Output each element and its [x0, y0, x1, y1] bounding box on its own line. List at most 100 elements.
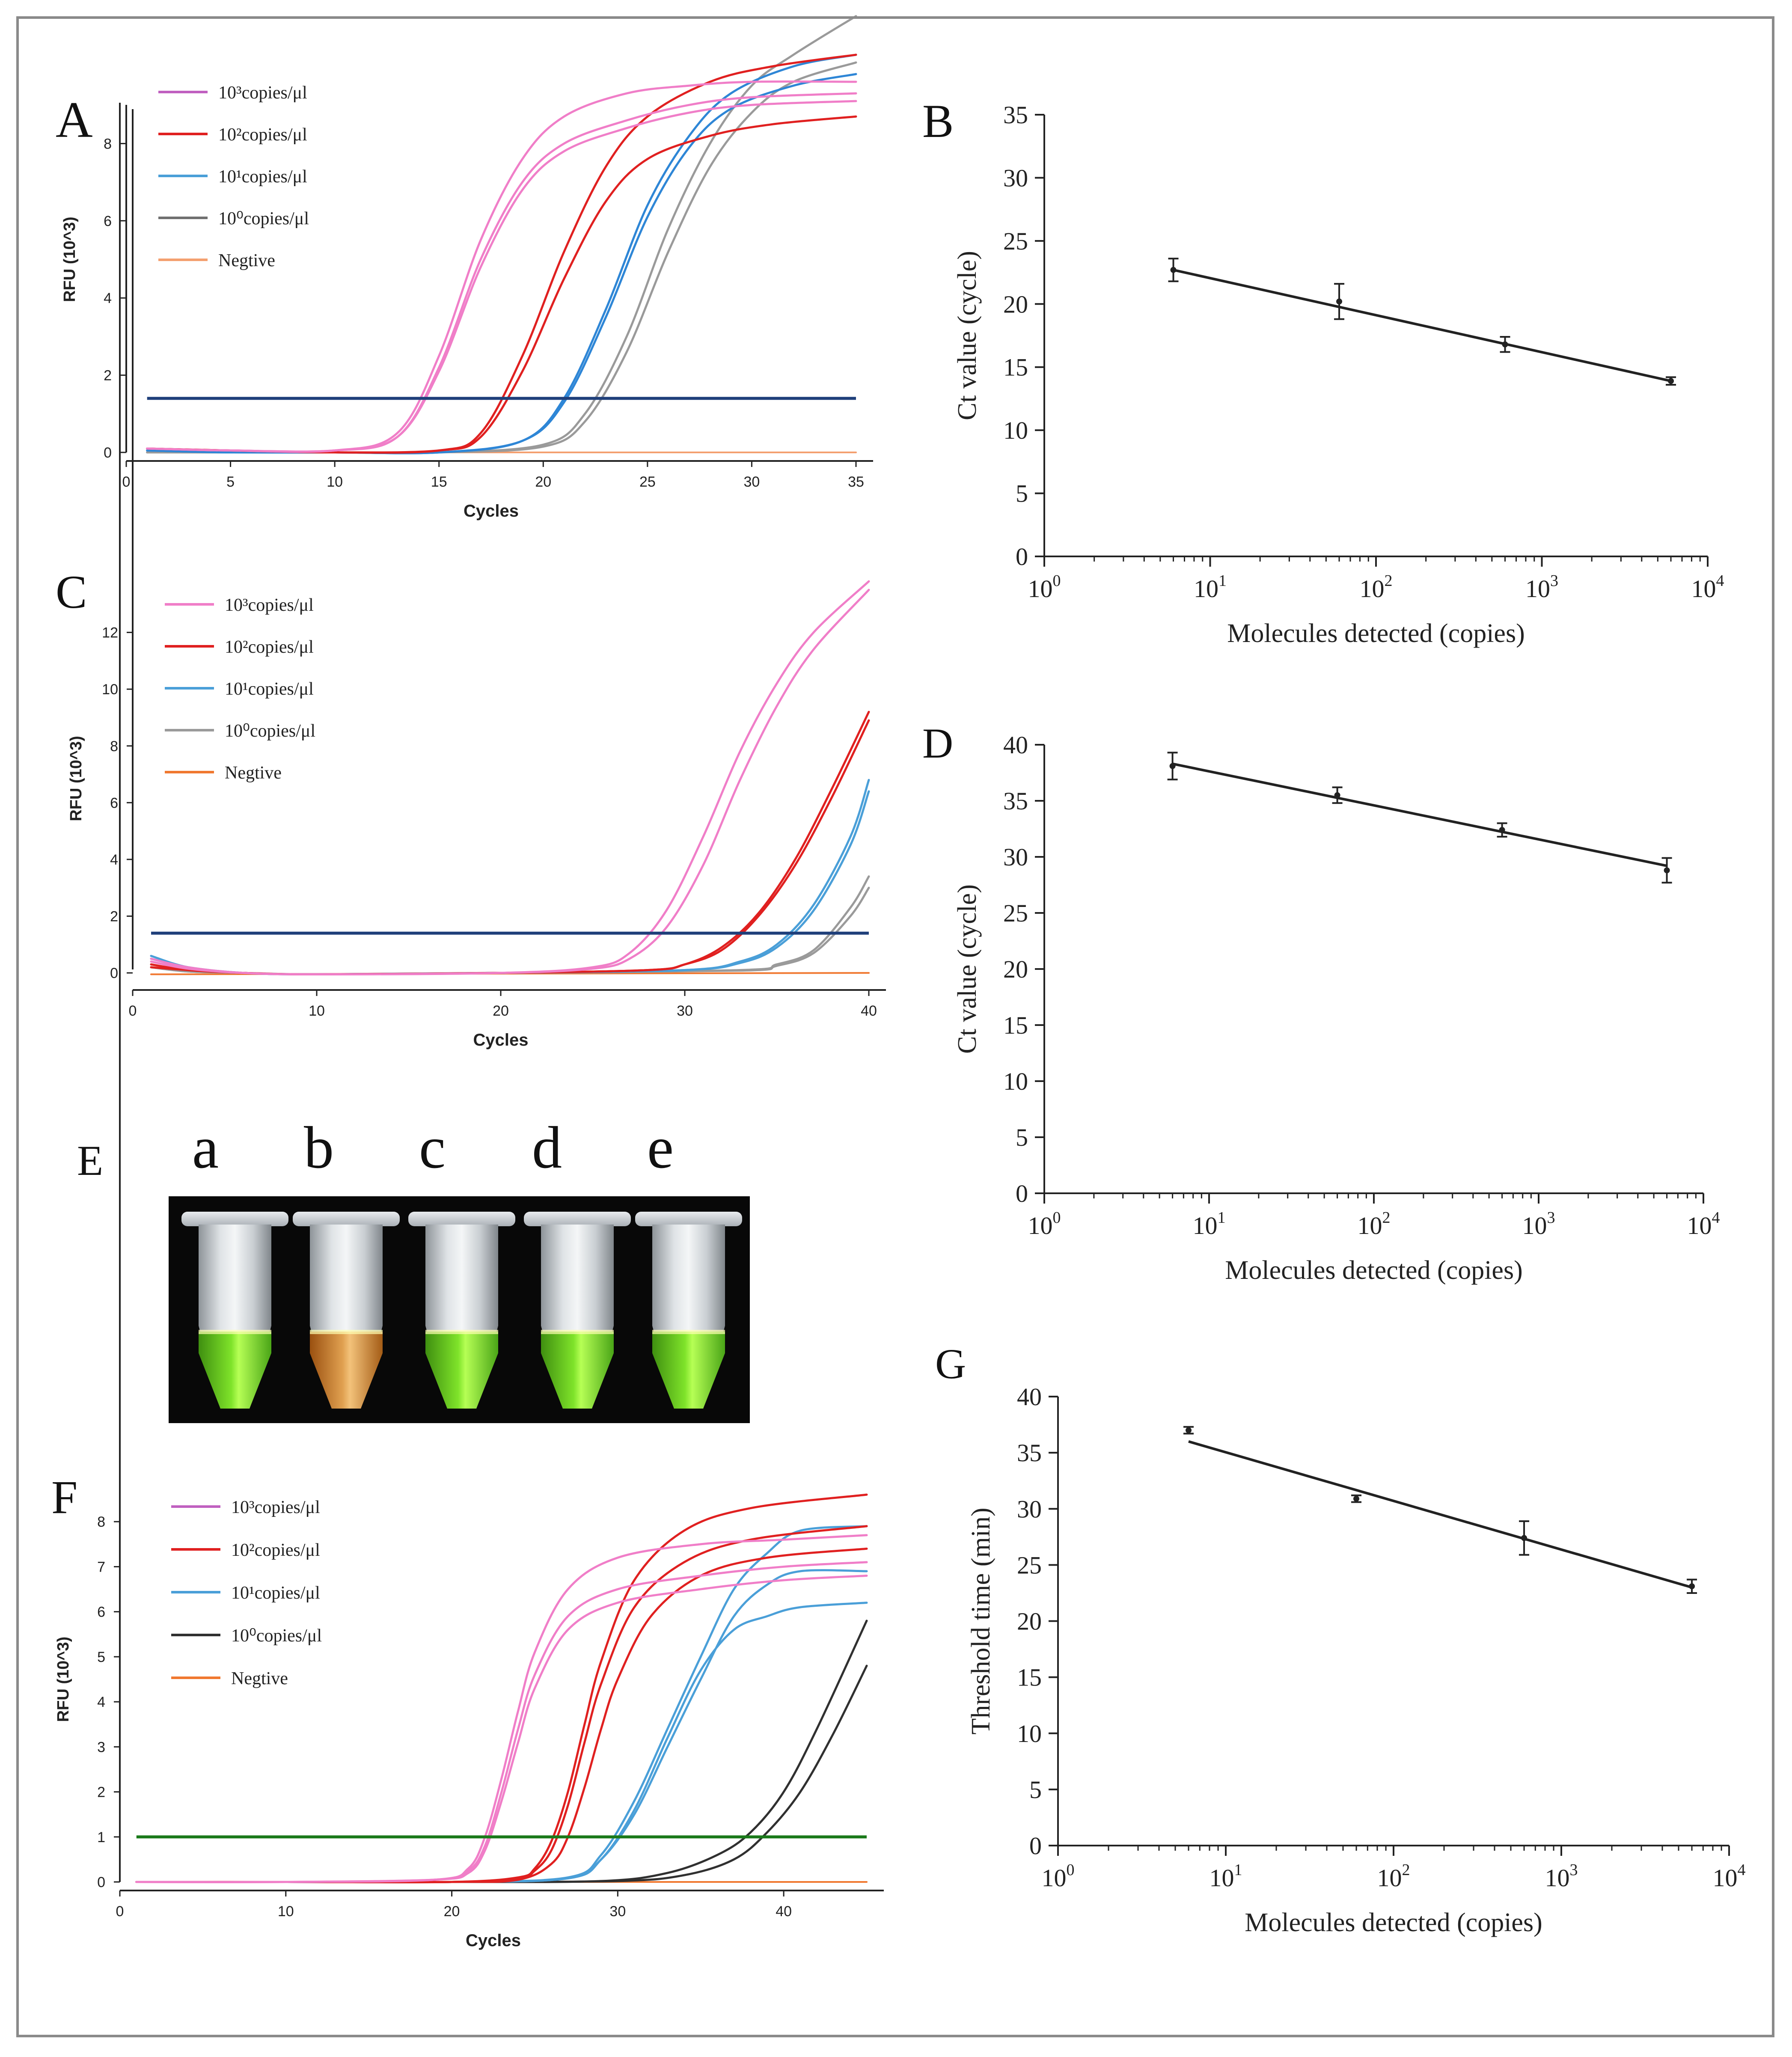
chart-a-xtick-label: 15 [431, 474, 447, 490]
chart-c-ytick-label: 8 [110, 738, 118, 755]
panel-letter-c: C [56, 566, 87, 618]
chart-d-ytick-label: 20 [1003, 955, 1028, 983]
tube-b [293, 1212, 400, 1413]
figure-frame [16, 16, 1774, 2037]
chart-f-xtick-label: 30 [609, 1903, 626, 1920]
chart-d-ytick-label: 0 [1016, 1180, 1028, 1207]
chart-f-xtick-label: 10 [278, 1903, 294, 1920]
chart-f-legend-label: Negtive [231, 1669, 288, 1688]
tube-a-liquid [199, 1332, 271, 1409]
chart-c-xtick-label: 20 [493, 1003, 509, 1019]
tube-label-b: b [304, 1115, 334, 1181]
chart-d-point [1664, 867, 1670, 874]
chart-c-xtick-label: 10 [309, 1003, 325, 1019]
tube-label-e: e [647, 1115, 674, 1181]
chart-g-ytick-label: 40 [1017, 1383, 1042, 1411]
chart-c-ytick-label: 0 [110, 965, 118, 981]
tube-label-c: c [419, 1115, 446, 1181]
panel-letter-a: A [56, 91, 93, 148]
chart-g-point [1186, 1427, 1192, 1433]
chart-b-xlabel: Molecules detected (copies) [1227, 619, 1525, 648]
chart-a-ytick-label: 0 [104, 445, 112, 461]
chart-a-legend-label: 10²copies/μl [218, 125, 307, 145]
chart-f-ytick-label: 7 [97, 1559, 105, 1575]
chart-b-ytick-label: 0 [1016, 543, 1028, 571]
chart-f-ytick-label: 1 [97, 1829, 105, 1846]
chart-g-ytick-label: 25 [1017, 1551, 1042, 1579]
chart-a-ytick-label: 8 [104, 136, 112, 152]
chart-f-legend-label: 10⁰copies/μl [231, 1626, 322, 1646]
chart-g-ytick-label: 35 [1017, 1439, 1042, 1467]
chart-d-fit-line [1172, 762, 1667, 867]
chart-a-xlabel: Cycles [464, 502, 519, 520]
chart-b-ytick-label: 25 [1003, 227, 1028, 255]
chart-c-ytick-label: 12 [102, 625, 118, 641]
chart-c-xtick-label: 30 [677, 1003, 693, 1019]
chart-f-ytick-label: 6 [97, 1604, 105, 1620]
panel-letter-e: E [77, 1137, 103, 1184]
chart-f-series-line [135, 1534, 868, 1883]
chart-a-xtick-label: 0 [122, 474, 131, 490]
chart-f-ytick-label: 8 [97, 1514, 105, 1530]
chart-f-legend-label: 10¹copies/μl [231, 1583, 320, 1603]
chart-c-ylabel: RFU (10^3) [67, 736, 85, 821]
chart-a-legend-label: 10¹copies/μl [218, 167, 307, 187]
chart-a-ytick-label: 2 [104, 368, 112, 384]
chart-f-ylabel: RFU (10^3) [54, 1637, 72, 1722]
chart-b-point [1668, 378, 1674, 384]
tube-d [524, 1212, 631, 1413]
chart-f-xtick-label: 20 [444, 1903, 460, 1920]
chart-d-ytick-label: 35 [1003, 787, 1028, 815]
chart-d-ytick-label: 5 [1016, 1124, 1028, 1151]
tube-label-d: d [532, 1115, 562, 1181]
chart-g-point [1521, 1535, 1528, 1541]
chart-c-legend-label: 10⁰copies/μl [225, 721, 315, 741]
chart-b-fit-line [1173, 268, 1671, 383]
chart-b-ytick-label: 5 [1016, 480, 1028, 508]
chart-d-ytick-label: 15 [1003, 1011, 1028, 1039]
chart-g-ytick-label: 5 [1029, 1776, 1042, 1804]
chart-g-xlabel: Molecules detected (copies) [1245, 1908, 1542, 1937]
chart-b-point [1170, 267, 1177, 273]
chart-f-ytick-label: 2 [97, 1784, 105, 1801]
chart-g-ylabel: Threshold time (min) [966, 1507, 996, 1734]
chart-c-series-line [150, 580, 870, 975]
chart-g-point [1689, 1583, 1695, 1590]
tube-label-a: a [192, 1115, 219, 1181]
chart-d-point [1169, 763, 1176, 769]
chart-a-legend-label: 10⁰copies/μl [218, 209, 309, 229]
tube-e [635, 1212, 742, 1413]
chart-g-fit-line [1188, 1440, 1692, 1589]
chart-d-ytick-label: 10 [1003, 1067, 1028, 1095]
tube-d-liquid [541, 1332, 614, 1409]
chart-f-xtick-label: 0 [116, 1903, 124, 1920]
chart-g-ytick-label: 20 [1017, 1608, 1042, 1635]
chart-b-ytick-label: 10 [1003, 416, 1028, 444]
chart-f-ytick-label: 5 [97, 1649, 105, 1665]
chart-g-ytick-label: 30 [1017, 1495, 1042, 1523]
chart-b-xtick-label: 100 [1028, 572, 1061, 603]
chart-b-point [1502, 341, 1508, 348]
chart-f-ytick-label: 4 [97, 1694, 105, 1710]
chart-f-legend-label: 10²copies/μl [231, 1540, 320, 1560]
tube-c [408, 1212, 515, 1413]
chart-a-legend-label: 10³copies/μl [218, 83, 307, 103]
chart-b-xtick-label: 102 [1360, 572, 1393, 603]
chart-b-ytick-label: 35 [1003, 101, 1028, 129]
chart-a-legend-label: Negtive [218, 251, 275, 271]
chart-c-xtick-label: 0 [129, 1003, 137, 1019]
panel-letter-f: F [51, 1471, 77, 1523]
chart-c-ytick-label: 6 [110, 795, 118, 811]
chart-c-legend-label: 10²copies/μl [225, 637, 314, 657]
chart-a-ytick-label: 4 [104, 290, 112, 306]
chart-b-ytick-label: 30 [1003, 164, 1028, 192]
chart-a: 0 2 4 6 8 0 5 10 15 20 25 30 35 Cycles RFU (10^3) 10³co… [61, 15, 873, 520]
chart-c-legend-label: Negtive [225, 763, 282, 783]
chart-d-ytick-label: 25 [1003, 899, 1028, 927]
